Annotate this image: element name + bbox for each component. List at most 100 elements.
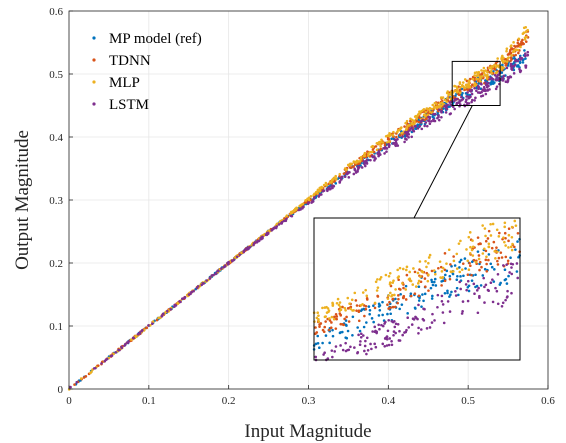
inset-data-point xyxy=(427,256,431,259)
data-point xyxy=(381,141,385,144)
inset-data-point xyxy=(468,231,472,234)
inset-data-point xyxy=(337,303,341,307)
inset-data-point xyxy=(365,352,368,356)
inset-data-point xyxy=(393,305,397,309)
data-point xyxy=(151,322,154,325)
inset-data-point xyxy=(397,297,400,301)
inset-data-point xyxy=(461,300,465,303)
data-point xyxy=(302,205,305,209)
data-point xyxy=(397,129,401,132)
data-point xyxy=(505,66,509,70)
inset-data-point xyxy=(398,329,401,333)
data-point xyxy=(383,147,387,150)
inset-data-point xyxy=(349,305,353,309)
data-point xyxy=(417,120,421,124)
inset-data-point xyxy=(339,344,342,347)
inset-data-point xyxy=(485,255,488,259)
inset-data-point xyxy=(484,249,488,253)
data-point xyxy=(331,186,334,190)
inset-data-point xyxy=(459,275,462,278)
inset-data-point xyxy=(515,270,519,273)
inset-data-point xyxy=(361,291,365,294)
data-point xyxy=(478,91,481,94)
data-point xyxy=(467,102,471,105)
inset-data-point xyxy=(457,242,461,245)
data-point xyxy=(292,209,296,213)
inset-data-point xyxy=(351,309,354,312)
inset-data-point xyxy=(351,334,354,337)
inset-data-point xyxy=(458,260,462,264)
inset-data-point xyxy=(427,289,430,292)
data-point xyxy=(524,30,528,34)
data-point xyxy=(377,150,381,153)
inset-data-point xyxy=(375,331,378,335)
data-point xyxy=(425,117,428,120)
data-point xyxy=(458,93,461,97)
data-point xyxy=(523,49,526,52)
inset-data-point xyxy=(316,342,320,345)
inset-data-point xyxy=(511,242,514,246)
data-point xyxy=(500,71,504,74)
data-point xyxy=(69,385,72,389)
inset-data-point xyxy=(398,339,402,342)
inset-data-point xyxy=(392,279,395,282)
inset-data-point xyxy=(419,280,423,284)
inset-data-point xyxy=(499,251,503,254)
inset-data-point xyxy=(503,268,507,271)
data-point xyxy=(494,87,498,91)
inset-data-point xyxy=(472,282,476,286)
inset-data-point xyxy=(397,278,400,282)
inset-data-point xyxy=(430,280,434,284)
data-point xyxy=(401,135,404,138)
data-point xyxy=(100,362,103,365)
data-point xyxy=(475,89,478,93)
data-point xyxy=(438,108,441,112)
data-point xyxy=(453,89,457,93)
inset-data-point xyxy=(431,312,434,316)
inset-data-point xyxy=(450,290,453,294)
x-tick-label: 0.1 xyxy=(142,395,156,407)
data-point xyxy=(465,98,468,101)
inset-data-point xyxy=(421,293,424,296)
inset-data-point xyxy=(451,272,455,276)
inset-data-point xyxy=(358,343,362,347)
inset-data-point xyxy=(402,296,405,300)
inset-data-point xyxy=(324,334,328,337)
inset-data-point xyxy=(459,239,462,243)
data-point xyxy=(105,357,109,361)
inset-data-point xyxy=(373,342,376,346)
data-point xyxy=(387,134,391,138)
data-point xyxy=(416,114,419,118)
inset-data-point xyxy=(422,319,426,322)
inset-data-point xyxy=(346,296,350,300)
data-point xyxy=(432,118,435,121)
inset-data-point xyxy=(404,288,408,291)
data-point xyxy=(466,91,469,94)
inset-data-point xyxy=(471,245,475,249)
data-point xyxy=(468,96,471,100)
data-point xyxy=(331,177,335,181)
inset-data-point xyxy=(472,258,476,262)
data-point xyxy=(505,49,508,53)
inset-data-point xyxy=(424,260,427,263)
data-point xyxy=(482,71,486,75)
data-point xyxy=(465,95,468,98)
data-point xyxy=(314,190,318,194)
inset-data-point xyxy=(414,285,418,288)
legend-marker-mlp xyxy=(92,80,96,84)
data-point xyxy=(422,108,426,111)
data-point xyxy=(363,151,367,155)
inset-data-point xyxy=(328,341,331,345)
data-point xyxy=(420,109,423,113)
inset-data-point xyxy=(386,312,389,316)
inset-data-point xyxy=(378,308,382,312)
data-point xyxy=(75,381,79,384)
data-point xyxy=(439,96,443,99)
y-tick-labels: 0 0.1 0.2 0.3 0.4 0.5 0.6 xyxy=(49,6,63,396)
data-point xyxy=(359,155,363,159)
data-point xyxy=(408,129,411,132)
data-point xyxy=(350,162,354,166)
inset-data-point xyxy=(495,289,499,293)
inset-data-point xyxy=(417,332,420,335)
